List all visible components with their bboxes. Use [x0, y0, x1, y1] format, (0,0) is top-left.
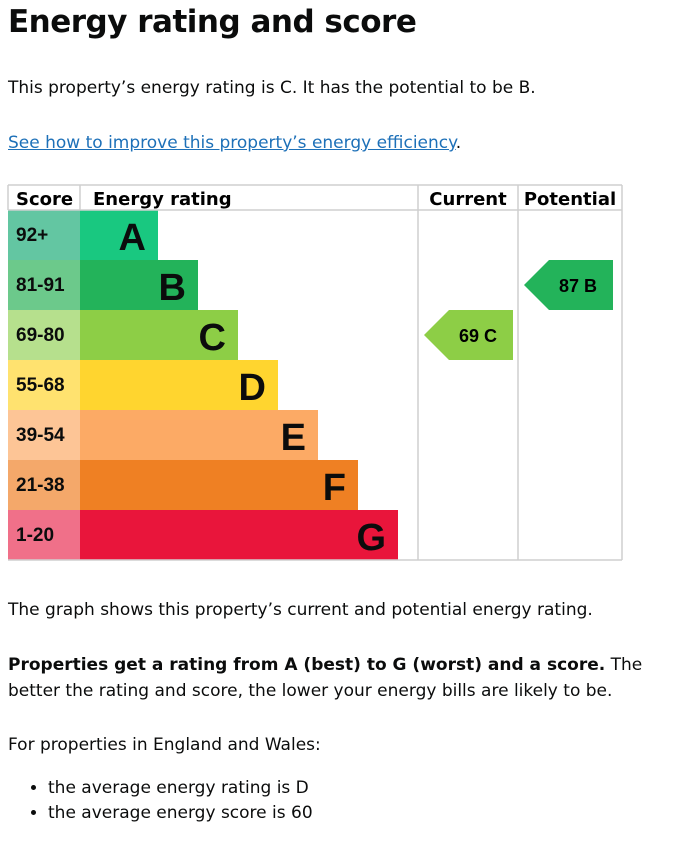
rating-letter-C: C: [199, 317, 226, 359]
rating-bold: Properties get a rating from A (best) to…: [8, 655, 606, 675]
score-cell-B: [8, 260, 80, 310]
rating-bar-A: [80, 210, 158, 260]
region-text: For properties in England and Wales:: [8, 735, 321, 755]
score-cell-C: [8, 310, 80, 360]
header-score: Score: [16, 189, 73, 210]
score-label-E: 39-54: [16, 425, 65, 446]
page-title: Energy rating and score: [8, 4, 417, 40]
improve-paragraph: See how to improve this property’s energ…: [8, 130, 668, 156]
score-label-G: 1-20: [16, 525, 54, 546]
rating-bar-F: [80, 460, 358, 510]
score-label-F: 21-38: [16, 475, 65, 496]
rating-rest: The better the rating and score, the low…: [8, 655, 643, 701]
rating-bar-G: [80, 510, 398, 560]
rating-bar-D: [80, 360, 278, 410]
score-cell-E: [8, 410, 80, 460]
potential-rating-arrow: [524, 260, 613, 310]
current-rating-arrow: [424, 310, 513, 360]
rating-letter-B: B: [159, 267, 186, 309]
score-cell-D: [8, 360, 80, 410]
score-label-B: 81-91: [16, 275, 65, 296]
average-rating: the average energy rating is D: [48, 776, 313, 801]
header-energy-rating: Energy rating: [93, 189, 232, 210]
score-cell-F: [8, 460, 80, 510]
rating-bar-E: [80, 410, 318, 460]
graph-note: The graph shows this property’s current …: [8, 600, 593, 620]
rating-explanation: Properties get a rating from A (best) to…: [8, 652, 668, 704]
header-current: Current: [429, 189, 507, 210]
improve-link[interactable]: See how to improve this property’s energ…: [8, 133, 456, 153]
score-label-D: 55-68: [16, 375, 65, 396]
rating-bar-B: [80, 260, 198, 310]
averages-list: the average energy rating is D the avera…: [8, 776, 313, 826]
score-label-C: 69-80: [16, 325, 65, 346]
intro-text: This property’s energy rating is C. It h…: [8, 78, 536, 98]
rating-letter-A: A: [119, 217, 146, 259]
average-score: the average energy score is 60: [48, 801, 313, 826]
potential-rating-label: 87 B: [559, 276, 597, 296]
rating-bar-C: [80, 310, 238, 360]
rating-letter-F: F: [323, 467, 346, 509]
current-rating-label: 69 C: [459, 326, 497, 346]
rating-letter-D: D: [239, 367, 266, 409]
score-label-A: 92+: [16, 225, 48, 246]
rating-letter-E: E: [281, 417, 306, 459]
energy-rating-chart: 92+ A 81-91 B 69-80 C 55-68 D 39-54 E 21-38 F 1-20 G S…: [7, 184, 623, 561]
link-suffix: .: [455, 133, 462, 153]
score-cell-A: [8, 210, 80, 260]
score-cell-G: [8, 510, 80, 560]
rating-letter-G: G: [356, 517, 386, 559]
header-potential: Potential: [524, 189, 616, 210]
